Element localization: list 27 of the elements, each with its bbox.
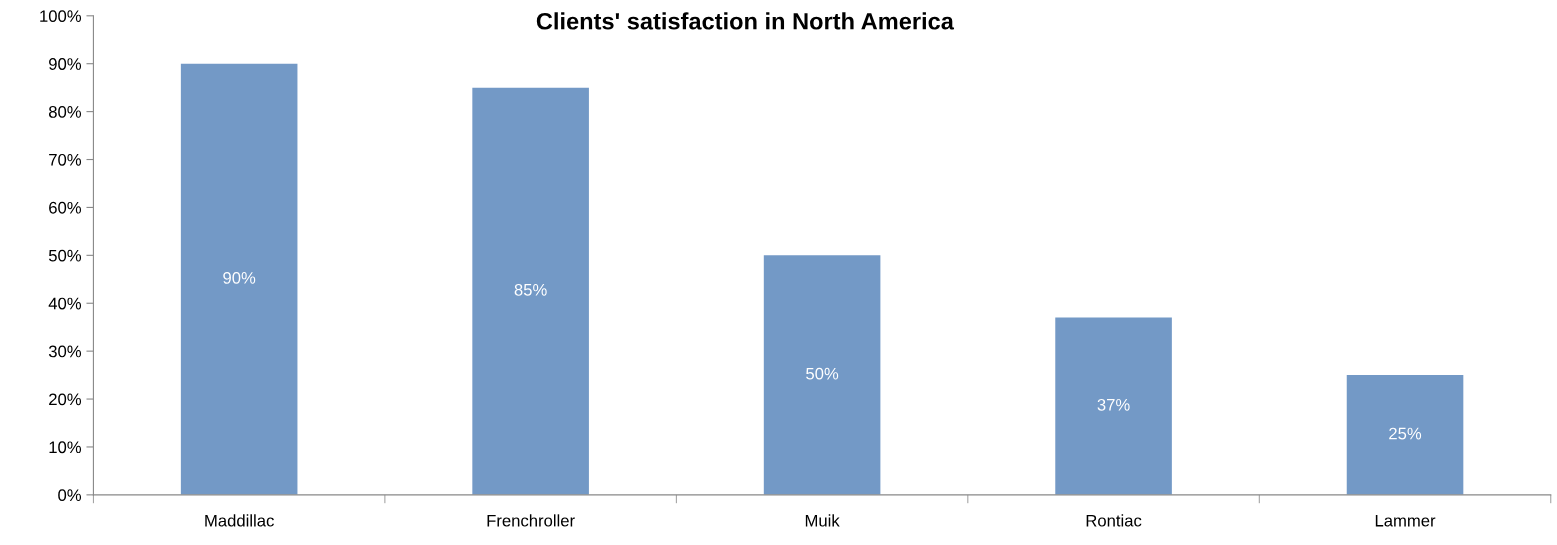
- y-tick-label: 10%: [49, 441, 82, 454]
- y-tick-label: 90%: [49, 58, 82, 70]
- data-label: 85%: [514, 283, 547, 296]
- y-tick-label: 30%: [48, 345, 82, 358]
- y-tick-label: 100%: [40, 10, 82, 23]
- data-label: 37%: [1097, 398, 1130, 411]
- y-tick-label: 40%: [48, 297, 82, 310]
- data-label: 50%: [806, 367, 839, 380]
- y-tick-label: 60%: [49, 201, 82, 214]
- y-tick-label: 50%: [48, 249, 82, 262]
- chart-title: Clients' satisfaction in North America: [536, 12, 955, 30]
- data-label: 25%: [1389, 427, 1422, 440]
- x-tick-label: Lammer: [1375, 514, 1436, 527]
- bar: [472, 87, 589, 495]
- bar: [763, 255, 881, 495]
- x-tick-label: Muik: [805, 514, 840, 527]
- y-tick-label: 80%: [48, 106, 82, 118]
- y-tick-label: 20%: [49, 393, 82, 406]
- y-tick-label: 0%: [58, 489, 82, 502]
- x-tick-label: Rontiac: [1086, 514, 1142, 527]
- x-tick-label: Maddillac: [205, 514, 274, 527]
- bar: [180, 63, 298, 495]
- y-tick-label: 70%: [49, 153, 82, 166]
- x-tick-label: Frenchroller: [487, 514, 575, 527]
- data-label: 90%: [223, 271, 256, 284]
- bar: [1055, 317, 1172, 495]
- bar: [1346, 375, 1464, 495]
